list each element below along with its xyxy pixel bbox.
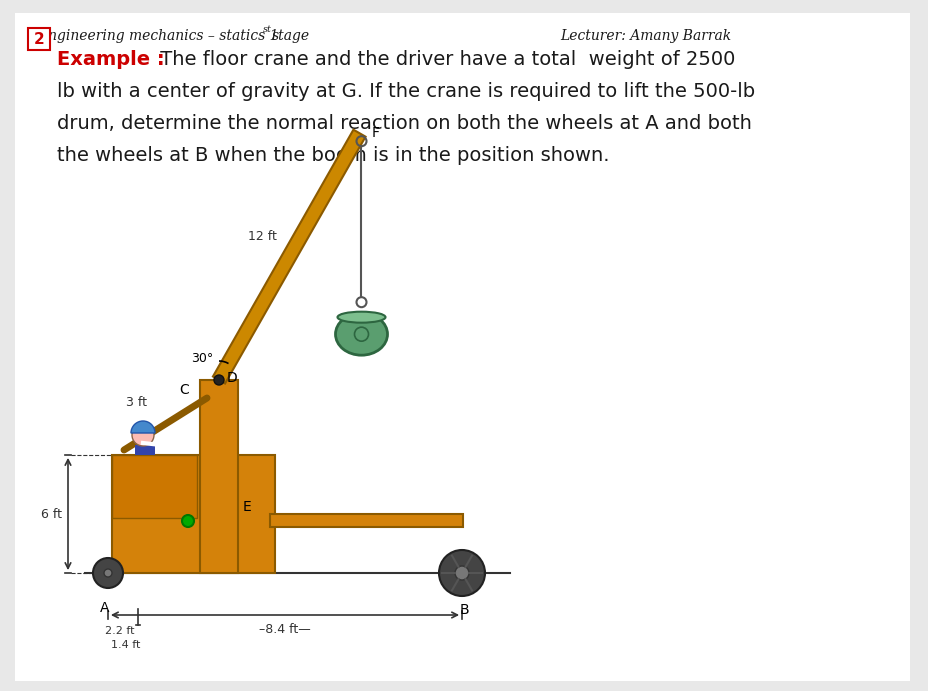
Text: lb with a center of gravity at G. If the crane is required to lift the 500-lb: lb with a center of gravity at G. If the… <box>57 82 754 101</box>
Circle shape <box>132 424 154 446</box>
Circle shape <box>439 550 484 596</box>
Text: 1.4 ft: 1.4 ft <box>110 640 140 650</box>
Text: 2: 2 <box>33 32 45 46</box>
Circle shape <box>213 375 224 385</box>
Bar <box>28 28 50 50</box>
FancyBboxPatch shape <box>15 13 909 681</box>
Ellipse shape <box>335 313 387 355</box>
Bar <box>112 455 197 518</box>
Ellipse shape <box>337 312 385 323</box>
Text: 2.2 ft: 2.2 ft <box>105 626 135 636</box>
Text: stage: stage <box>272 29 310 43</box>
Text: D: D <box>226 371 238 385</box>
Text: the wheels at B when the boom is in the position shown.: the wheels at B when the boom is in the … <box>57 146 609 165</box>
Wedge shape <box>131 421 155 433</box>
Text: C: C <box>179 383 188 397</box>
Bar <box>135 445 155 455</box>
Polygon shape <box>213 130 366 384</box>
Text: F: F <box>371 126 380 140</box>
Text: Engineering mechanics – statics 1: Engineering mechanics – statics 1 <box>38 29 278 43</box>
Text: st: st <box>263 25 272 34</box>
Text: A: A <box>100 601 110 615</box>
Circle shape <box>455 566 469 580</box>
Text: 3 ft: 3 ft <box>126 395 148 408</box>
Text: B: B <box>458 603 469 617</box>
Circle shape <box>182 515 194 527</box>
Text: 12 ft: 12 ft <box>248 230 277 243</box>
Text: E: E <box>243 500 251 514</box>
Text: The floor crane and the driver have a total  weight of 2500: The floor crane and the driver have a to… <box>154 50 735 69</box>
Text: Example :: Example : <box>57 50 171 69</box>
Bar <box>200 380 238 573</box>
Text: –8.4 ft—: –8.4 ft— <box>259 623 311 636</box>
Text: 6 ft: 6 ft <box>41 507 62 520</box>
Circle shape <box>104 569 112 577</box>
Text: 30°: 30° <box>191 352 213 365</box>
Bar <box>112 455 275 573</box>
Text: Lecturer: Amany Barrak: Lecturer: Amany Barrak <box>560 29 730 43</box>
Text: drum, determine the normal reaction on both the wheels at A and both: drum, determine the normal reaction on b… <box>57 114 751 133</box>
Circle shape <box>93 558 122 588</box>
Bar <box>270 514 462 527</box>
